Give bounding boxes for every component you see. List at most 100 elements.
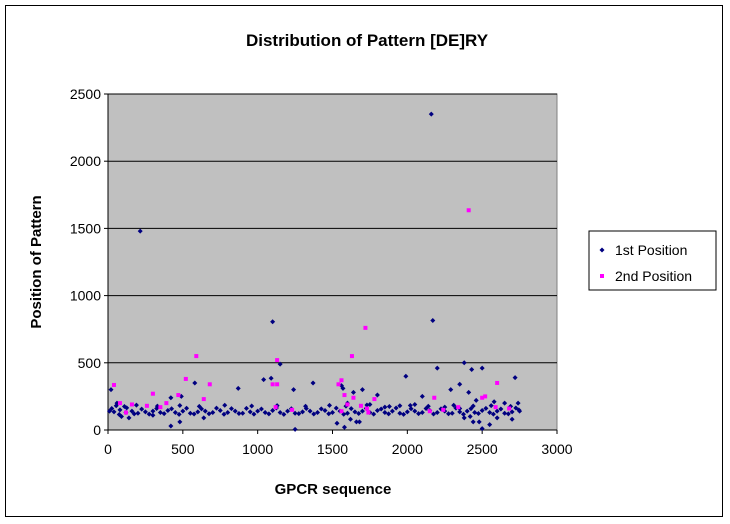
point-1st-position bbox=[142, 409, 148, 415]
point-1st-position bbox=[225, 410, 231, 416]
point-1st-position bbox=[236, 410, 242, 416]
point-2nd-position bbox=[207, 382, 212, 387]
point-1st-position bbox=[434, 365, 440, 371]
point-1st-position bbox=[431, 411, 437, 417]
point-2nd-position bbox=[342, 393, 347, 398]
point-1st-position bbox=[466, 389, 472, 395]
point-1st-position bbox=[150, 412, 156, 418]
point-2nd-position bbox=[336, 382, 341, 387]
point-1st-position bbox=[356, 410, 362, 416]
point-2nd-position bbox=[466, 208, 471, 213]
point-1st-position bbox=[222, 402, 228, 408]
point-2nd-position bbox=[201, 397, 206, 402]
point-1st-position bbox=[292, 410, 298, 416]
point-2nd-position bbox=[150, 391, 155, 396]
point-1st-position bbox=[470, 419, 476, 425]
point-2nd-position bbox=[176, 393, 181, 398]
point-2nd-position bbox=[363, 325, 368, 330]
point-2nd-position bbox=[164, 401, 169, 406]
point-1st-position bbox=[457, 381, 463, 387]
point-1st-position bbox=[150, 408, 156, 414]
point-2nd-position bbox=[183, 376, 188, 381]
point-1st-position bbox=[217, 408, 223, 414]
point-2nd-position bbox=[275, 382, 280, 387]
point-1st-position bbox=[196, 403, 202, 409]
legend-label: 2nd Position bbox=[615, 268, 692, 284]
point-2nd-position bbox=[456, 405, 461, 410]
point-1st-position bbox=[202, 408, 208, 414]
point-1st-position bbox=[291, 387, 297, 393]
point-2nd-position bbox=[366, 410, 371, 415]
point-1st-position bbox=[412, 408, 418, 414]
x-tick-label: 0 bbox=[104, 441, 112, 457]
point-1st-position bbox=[157, 410, 163, 416]
point-1st-position bbox=[419, 410, 425, 416]
point-1st-position bbox=[451, 402, 457, 408]
point-1st-position bbox=[470, 403, 476, 409]
point-1st-position bbox=[334, 420, 340, 426]
point-2nd-position bbox=[372, 397, 377, 402]
plot-area bbox=[107, 93, 558, 431]
x-tick-label: 2500 bbox=[467, 441, 498, 457]
point-1st-position bbox=[135, 410, 141, 416]
point-1st-position bbox=[404, 409, 410, 415]
point-1st-position bbox=[137, 228, 143, 234]
point-1st-position bbox=[416, 411, 422, 417]
point-2nd-position bbox=[290, 407, 295, 412]
point-1st-position bbox=[232, 408, 238, 414]
point-1st-position bbox=[116, 412, 122, 418]
chart-title: Distribution of Pattern [DE]RY bbox=[246, 31, 489, 50]
point-1st-position bbox=[352, 409, 358, 415]
point-1st-position bbox=[126, 415, 132, 421]
point-1st-position bbox=[512, 375, 518, 381]
legend-marker-1 bbox=[599, 247, 605, 253]
point-1st-position bbox=[374, 392, 380, 398]
data-points bbox=[106, 111, 523, 432]
point-1st-position bbox=[210, 410, 216, 416]
point-1st-position bbox=[473, 397, 479, 403]
point-1st-position bbox=[364, 402, 370, 408]
point-1st-position bbox=[356, 419, 362, 425]
point-1st-position bbox=[191, 411, 197, 417]
point-1st-position bbox=[461, 415, 467, 421]
point-2nd-position bbox=[507, 406, 512, 411]
point-1st-position bbox=[479, 365, 485, 371]
point-1st-position bbox=[268, 375, 274, 381]
point-1st-position bbox=[472, 410, 478, 416]
legend-box bbox=[588, 230, 717, 291]
y-tick-label: 2500 bbox=[70, 86, 101, 102]
point-1st-position bbox=[117, 407, 123, 413]
point-2nd-position bbox=[345, 402, 350, 407]
point-1st-position bbox=[403, 373, 409, 379]
point-2nd-position bbox=[432, 395, 437, 400]
point-2nd-position bbox=[427, 409, 432, 414]
point-1st-position bbox=[206, 411, 212, 417]
point-1st-position bbox=[491, 399, 497, 405]
point-1st-position bbox=[430, 317, 436, 323]
point-2nd-position bbox=[483, 394, 488, 399]
point-2nd-position bbox=[364, 406, 369, 411]
point-1st-position bbox=[177, 419, 183, 425]
y-axis-ticks: 0 500 1000 1500 2000 2500 bbox=[70, 86, 108, 438]
point-1st-position bbox=[169, 406, 175, 412]
y-tick-label: 500 bbox=[78, 355, 102, 371]
point-1st-position bbox=[270, 319, 276, 325]
point-1st-position bbox=[479, 426, 485, 432]
y-tick-label: 0 bbox=[93, 422, 101, 438]
point-1st-position bbox=[249, 403, 255, 409]
point-2nd-position bbox=[339, 378, 344, 383]
point-1st-position bbox=[247, 409, 253, 415]
point-1st-position bbox=[261, 377, 267, 383]
x-tick-label: 1000 bbox=[242, 441, 273, 457]
point-1st-position bbox=[374, 408, 380, 414]
point-2nd-position bbox=[273, 405, 278, 410]
point-1st-position bbox=[322, 408, 328, 414]
point-1st-position bbox=[371, 411, 377, 417]
point-1st-position bbox=[235, 385, 241, 391]
point-1st-position bbox=[311, 411, 317, 417]
point-1st-position bbox=[161, 411, 167, 417]
point-1st-position bbox=[498, 406, 504, 412]
legend-marker-2 bbox=[600, 274, 604, 278]
point-1st-position bbox=[168, 423, 174, 429]
point-2nd-position bbox=[144, 403, 149, 408]
